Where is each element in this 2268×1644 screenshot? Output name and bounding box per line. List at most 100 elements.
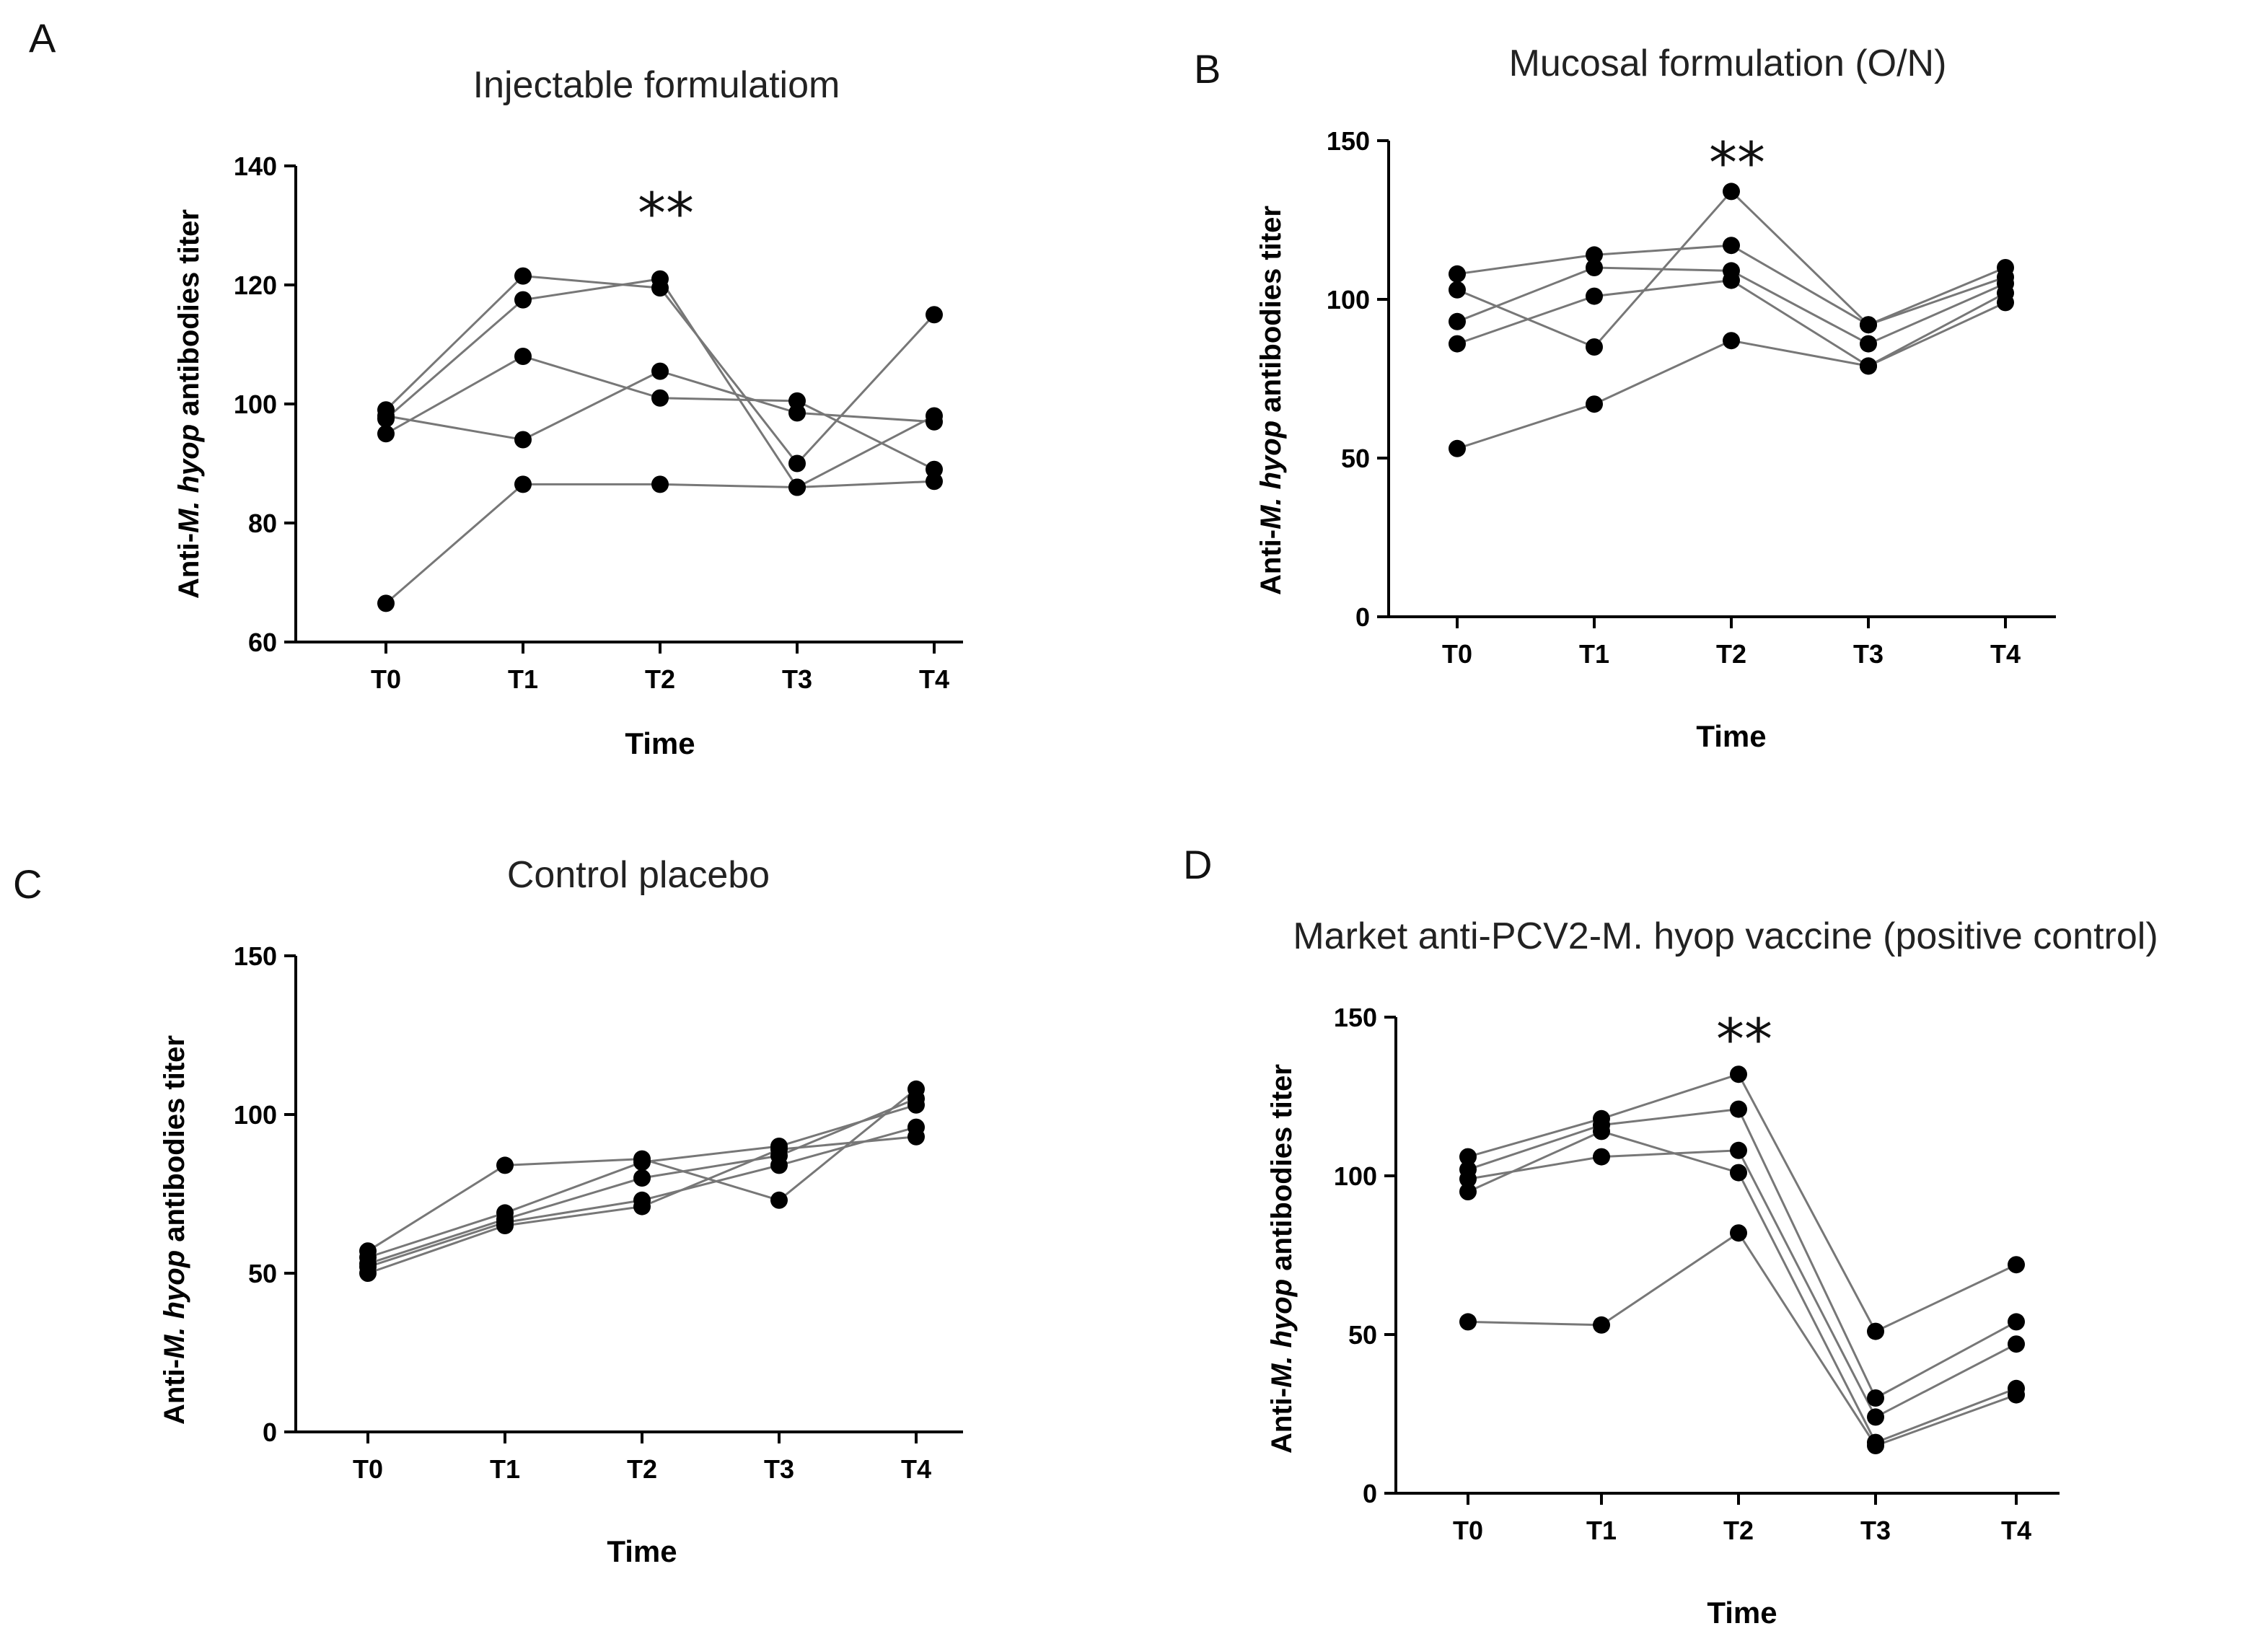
data-point [1593, 1316, 1610, 1334]
data-point [1449, 265, 1466, 283]
data-point [1867, 1437, 1884, 1454]
data-point [496, 1217, 514, 1234]
data-point [1860, 316, 1877, 334]
data-point [1459, 1170, 1477, 1188]
data-point [1867, 1389, 1884, 1407]
chart-title: Control placebo [507, 854, 770, 896]
x-tick-label: T3 [764, 1454, 794, 1484]
panel-letter: D [1183, 842, 1212, 887]
data-point [1449, 312, 1466, 330]
chart-title: Market anti-PCV2-M. hyop vaccine (positi… [1293, 915, 2158, 957]
data-point [1586, 246, 1603, 264]
data-point [1867, 1408, 1884, 1426]
y-axis-label: Anti-M. hyop antibodies titer [1255, 206, 1287, 595]
y-axis-label-species: M. hyop [1266, 1279, 1298, 1388]
data-point [496, 1156, 514, 1174]
y-axis-label: Anti-M. hyop antibodies titer [173, 209, 205, 599]
data-point [1730, 1141, 1747, 1159]
chart-title: Injectable formulatiom [473, 64, 840, 106]
data-point [1459, 1313, 1477, 1331]
data-point [1723, 183, 1740, 201]
data-point [1867, 1322, 1884, 1340]
panel-c: C Control placebo 0 50 100 150 T0 T1 T2 T3 T4 Time A… [13, 854, 963, 1568]
y-tick-label: 50 [1348, 1320, 1377, 1350]
x-tick-label: T2 [627, 1454, 657, 1484]
data-point [1860, 357, 1877, 375]
data-point [651, 270, 669, 288]
data-point [514, 291, 532, 309]
panel-letter: B [1194, 46, 1221, 92]
chart-title: Mucosal formulation (O/N) [1509, 43, 1947, 84]
x-tick-label: T2 [1716, 639, 1746, 669]
data-point [2008, 1386, 2025, 1404]
y-axis-label: Anti-M. hyop antibodies titer [1266, 1064, 1298, 1454]
y-tick-label: 50 [1341, 444, 1370, 473]
y-axis-label-prefix: Anti- [159, 1359, 190, 1425]
data-point [633, 1197, 651, 1216]
data-point [514, 431, 532, 449]
series-line-5 [1467, 1231, 2017, 1447]
x-tick-label: T1 [1579, 639, 1609, 669]
y-axis-label-prefix: Anti- [1266, 1388, 1298, 1454]
data-point [1586, 287, 1603, 305]
data-point [514, 267, 532, 285]
data-point [770, 1140, 788, 1159]
x-tick-label: T3 [782, 664, 812, 694]
significance-annotation: ** [1716, 1008, 1772, 1073]
data-point [514, 475, 532, 493]
data-point [1586, 259, 1603, 276]
series-line-5 [385, 415, 935, 605]
x-tick-label: T3 [1853, 639, 1884, 669]
y-tick-label: 60 [248, 628, 277, 657]
y-axis-label: Anti-M. hyop antibodies titer [159, 1035, 190, 1425]
x-tick-label: T4 [919, 664, 949, 694]
y-tick-label: 100 [234, 390, 277, 419]
data-point [2008, 1335, 2025, 1353]
y-tick-label: 100 [1327, 285, 1370, 315]
data-point [788, 454, 806, 472]
y-axis-label-suffix: antibodies titer [159, 1035, 190, 1250]
y-tick-label: 0 [1355, 602, 1370, 632]
x-axis-label: Time [607, 1534, 677, 1568]
data-point [1723, 237, 1740, 255]
panel-d: D Market anti-PCV2-M. hyop vaccine (posit… [1183, 842, 2158, 1630]
data-point [514, 348, 532, 365]
data-point [1593, 1148, 1610, 1166]
data-point [1730, 1224, 1747, 1242]
series-line-2 [385, 278, 935, 489]
y-tick-label: 150 [1334, 1003, 1377, 1032]
y-axis-label-prefix: Anti- [1255, 529, 1287, 595]
data-point [651, 362, 669, 380]
x-tick-label: T0 [1442, 639, 1472, 669]
panel-letter: A [29, 15, 56, 61]
data-point [633, 1153, 651, 1171]
y-axis-label-species: M. hyop [159, 1250, 190, 1359]
x-tick-label: T1 [490, 1454, 520, 1484]
y-axis-label-species: M. hyop [173, 424, 205, 533]
x-tick-label: T4 [1990, 639, 2021, 669]
x-tick-label: T0 [1453, 1516, 1483, 1545]
data-point [651, 389, 669, 407]
data-point [926, 472, 943, 491]
data-point [926, 407, 943, 425]
data-point [377, 594, 395, 612]
y-tick-label: 50 [248, 1259, 277, 1288]
data-point [1449, 335, 1466, 353]
y-axis-label-suffix: antibodies titer [173, 209, 205, 424]
x-tick-label: T2 [645, 664, 675, 694]
panel-letter: C [13, 861, 42, 907]
x-tick-label: T2 [1723, 1516, 1754, 1545]
data-point [1593, 1122, 1610, 1140]
data-point [926, 306, 943, 324]
data-point [359, 1265, 377, 1282]
data-point [770, 1156, 788, 1174]
x-axis-label: Time [1696, 719, 1766, 753]
x-axis-label: Time [1707, 1596, 1777, 1630]
data-point [1723, 332, 1740, 350]
x-tick-label: T1 [1586, 1516, 1617, 1545]
panel-b: B Mucosal formulation (O/N) 0 50 100 150 T0 T1 T… [1194, 43, 2056, 753]
data-point [1860, 335, 1877, 353]
data-point [1459, 1148, 1477, 1166]
y-tick-label: 0 [1363, 1479, 1377, 1508]
